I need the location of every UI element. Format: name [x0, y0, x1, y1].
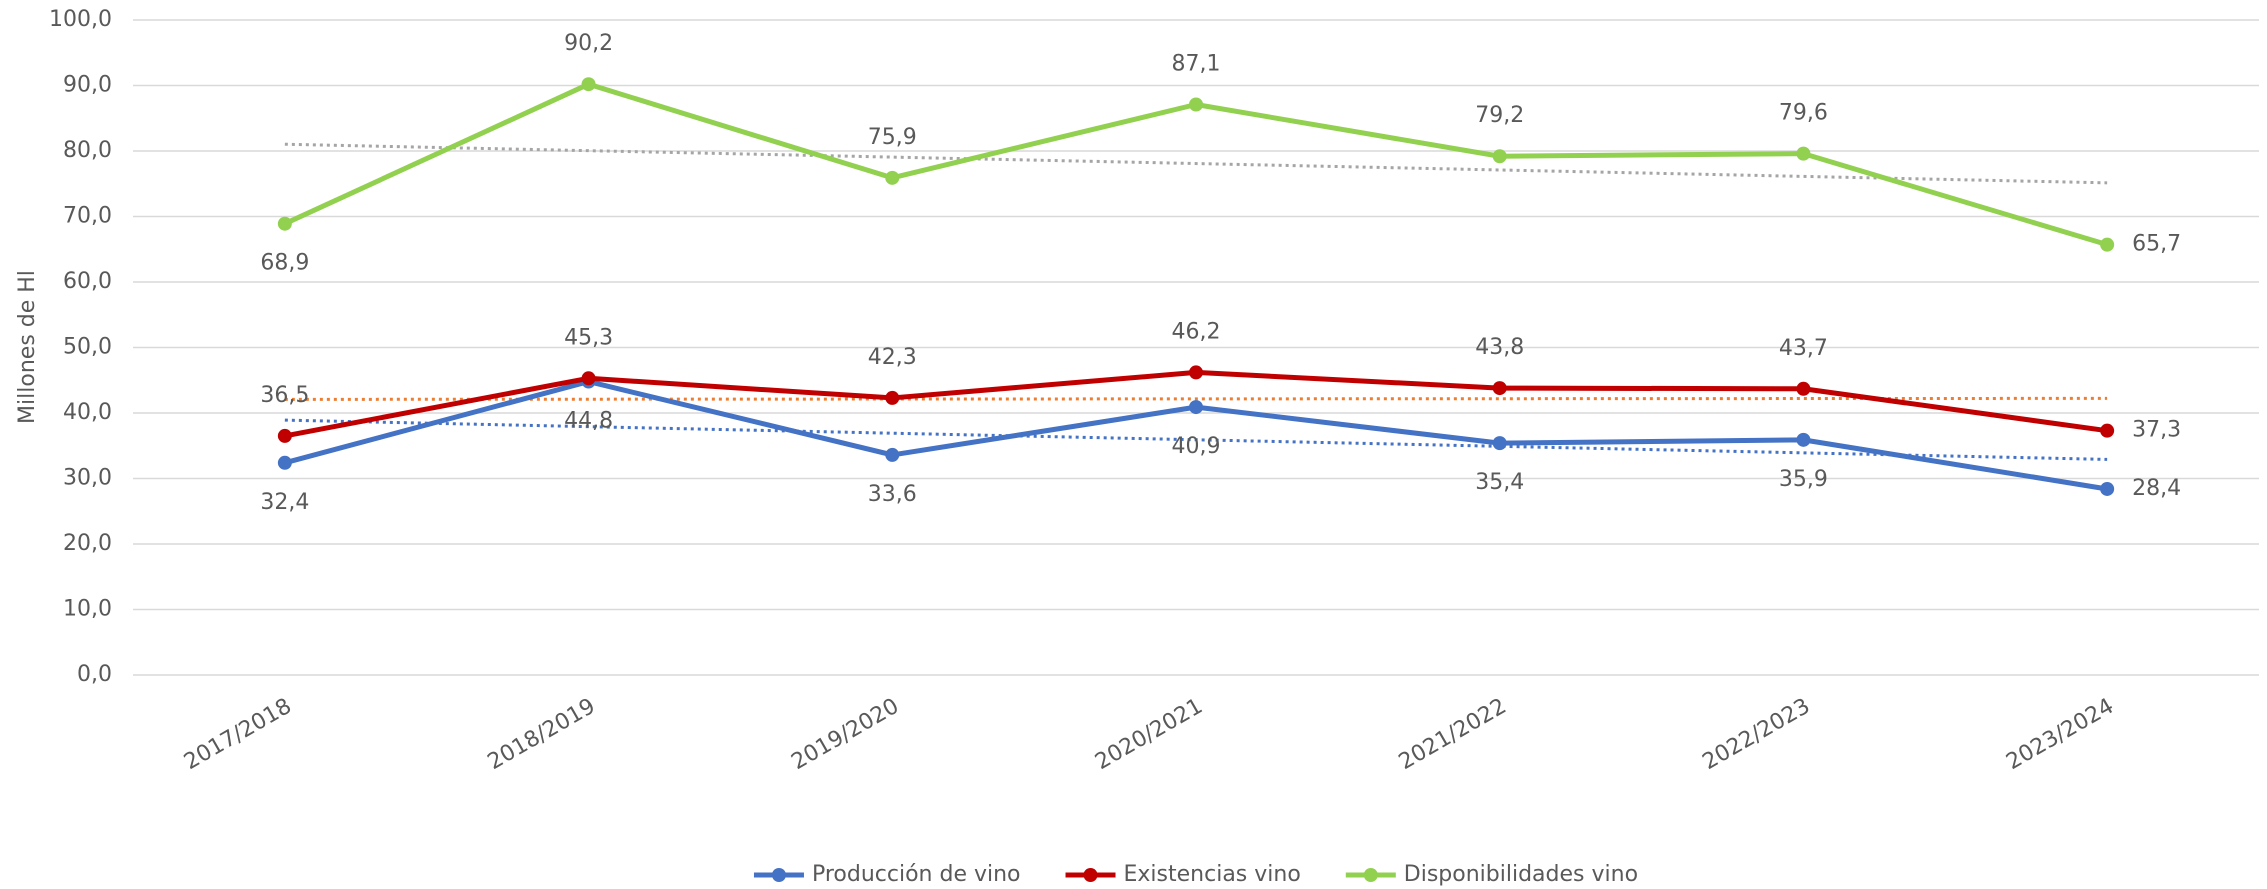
data-label: 90,2: [564, 31, 613, 56]
marker: [1492, 381, 1507, 396]
marker: [1189, 97, 1203, 112]
marker: [581, 77, 596, 92]
x-tick-label: 2023/2024: [2002, 694, 2118, 775]
x-tick-label: 2019/2020: [787, 694, 903, 775]
marker: [885, 447, 900, 462]
legend-marker: [1083, 868, 1098, 882]
marker: [277, 216, 292, 231]
y-tick-label: 70,0: [63, 204, 112, 229]
data-label: 37,3: [2132, 418, 2181, 443]
marker: [885, 170, 900, 185]
x-tick-label: 2018/2019: [484, 694, 600, 775]
marker: [2100, 481, 2115, 496]
marker: [885, 390, 900, 405]
y-tick-label: 50,0: [63, 335, 112, 360]
legend-label: Existencias vino: [1124, 862, 1301, 887]
data-label: 75,9: [868, 125, 917, 150]
x-tick-label: 2017/2018: [180, 694, 296, 775]
data-label: 43,8: [1475, 335, 1524, 360]
x-tick-label: 2022/2023: [1699, 694, 1815, 775]
data-label: 35,9: [1779, 467, 1828, 492]
data-label: 42,3: [868, 345, 917, 370]
trend-line: [284, 142, 2108, 185]
marker: [1796, 432, 1811, 447]
data-label: 35,4: [1475, 470, 1524, 495]
marker: [1492, 436, 1507, 451]
y-tick-label: 60,0: [63, 269, 112, 294]
x-tick-label: 2021/2022: [1395, 694, 1511, 775]
y-tick-label: 90,0: [63, 73, 112, 98]
data-label: 43,7: [1779, 336, 1828, 361]
y-tick-label: 80,0: [63, 138, 112, 163]
trend-line: [284, 418, 2108, 461]
marker: [1189, 365, 1203, 380]
data-label: 36,5: [260, 383, 309, 408]
x-tick-label: 2020/2021: [1091, 694, 1207, 775]
legend-marker: [771, 868, 786, 882]
marker: [2100, 237, 2115, 252]
marker: [1492, 149, 1507, 164]
y-tick-label: 0,0: [77, 662, 112, 687]
marker: [1796, 381, 1811, 396]
marker: [2100, 423, 2115, 438]
data-label: 44,8: [564, 409, 613, 434]
y-tick-label: 10,0: [63, 597, 112, 622]
marker: [1796, 146, 1811, 161]
data-label: 28,4: [2132, 476, 2181, 501]
data-label: 68,9: [260, 251, 309, 276]
data-label: 79,6: [1779, 101, 1828, 126]
data-label: 87,1: [1172, 51, 1221, 76]
marker: [277, 455, 292, 470]
y-tick-label: 30,0: [63, 466, 112, 491]
y-tick-label: 20,0: [63, 531, 112, 556]
trend-line: [284, 396, 2108, 401]
y-axis-label: Millones de Hl: [15, 270, 40, 424]
data-label: 45,3: [564, 325, 613, 350]
legend-label: Disponibilidades vino: [1404, 862, 1638, 887]
data-label: 33,6: [868, 482, 917, 507]
data-label: 40,9: [1172, 434, 1221, 459]
data-label: 79,2: [1475, 103, 1524, 128]
marker: [277, 428, 292, 443]
data-label: 65,7: [2132, 232, 2181, 257]
marker: [1189, 400, 1203, 415]
y-tick-label: 40,0: [63, 400, 112, 425]
marker: [581, 371, 596, 386]
legend-label: Producción de vino: [812, 862, 1021, 887]
data-label: 46,2: [1172, 319, 1221, 344]
data-label: 32,4: [260, 490, 309, 515]
y-tick-label: 100,0: [49, 7, 112, 32]
legend-marker: [1363, 868, 1378, 882]
